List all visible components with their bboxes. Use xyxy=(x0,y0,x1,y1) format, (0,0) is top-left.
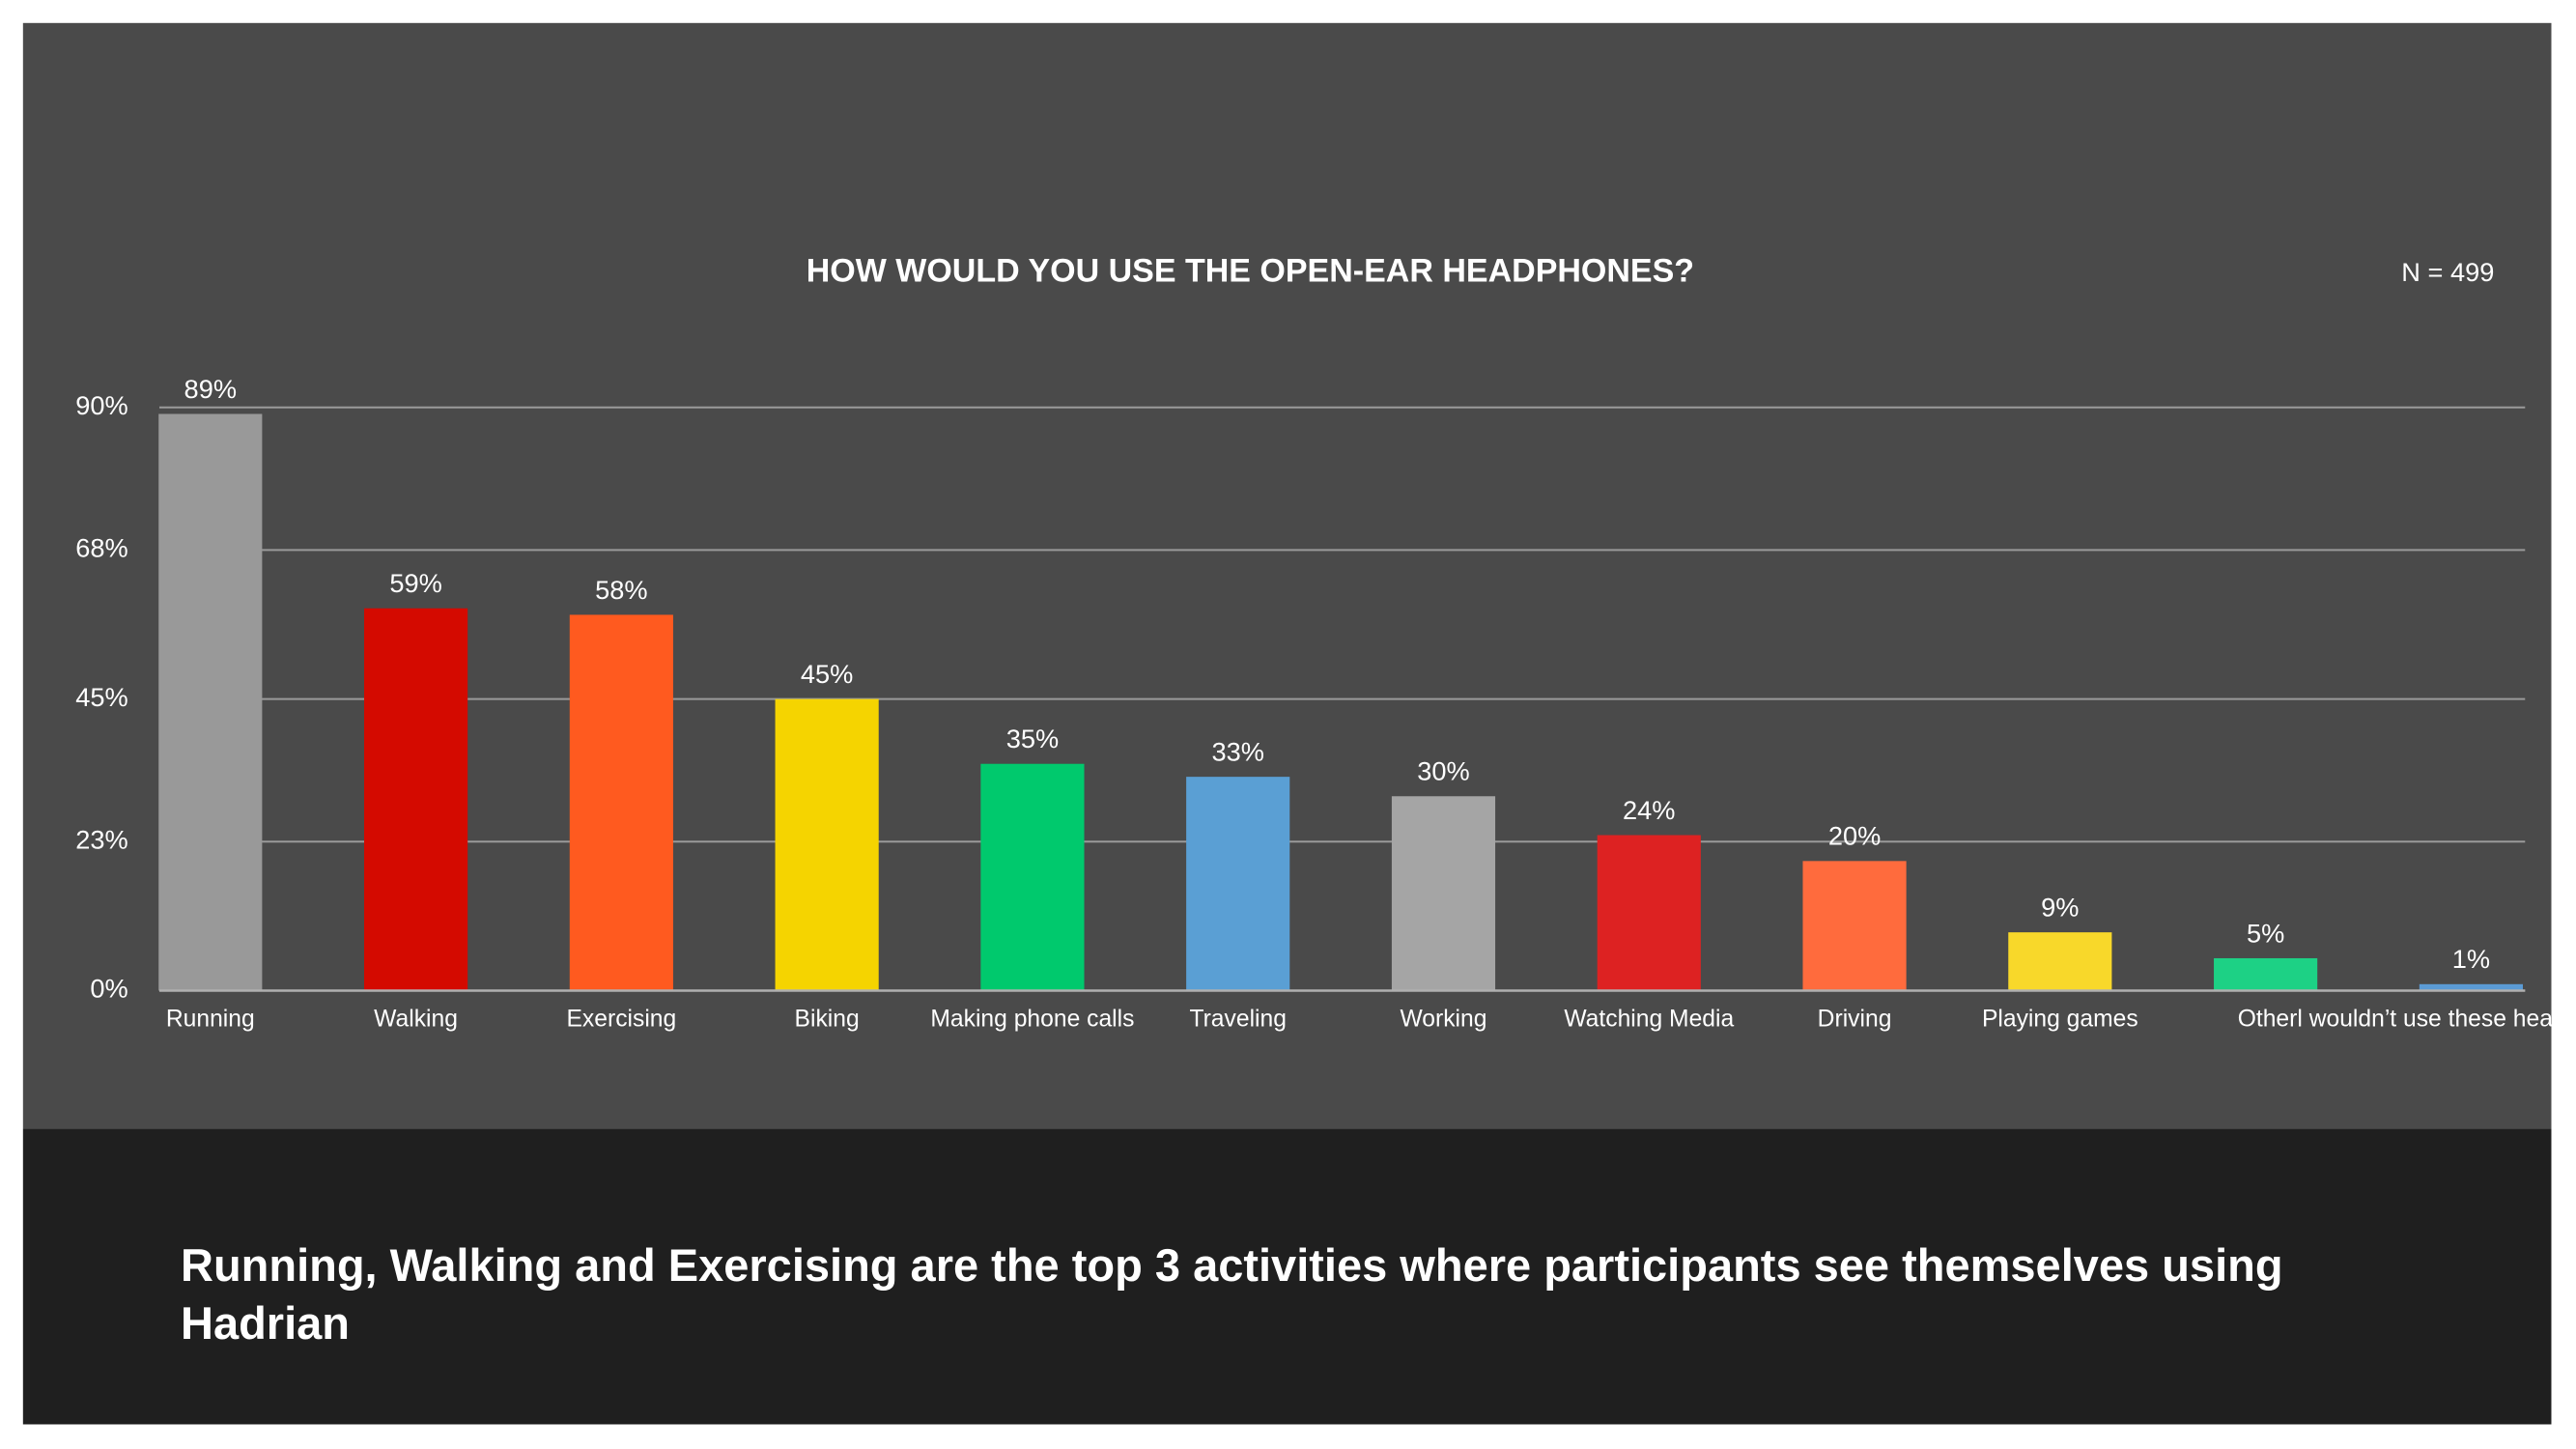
y-tick-label: 90% xyxy=(75,390,127,420)
value-label: 58% xyxy=(595,575,647,605)
x-tick-label: Working xyxy=(1400,1007,1486,1033)
bar xyxy=(2419,983,2523,991)
value-label: 59% xyxy=(389,568,441,598)
x-tick-label: Running xyxy=(166,1007,255,1033)
plot: 0% 23% 45% 68% 90% 89% Running 59% Walking 58% Exe… xyxy=(75,374,2554,1033)
x-tick-label: Playing games xyxy=(1982,1007,2138,1033)
caption: Running, Walking and Exercising are the … xyxy=(181,1239,2283,1349)
x-tick-label: Exercising xyxy=(566,1007,676,1033)
x-tick-label: Driving xyxy=(1818,1007,1892,1033)
caption-panel xyxy=(22,1128,2552,1425)
x-tick-label: Walking xyxy=(374,1007,458,1033)
x-tick-label: Traveling xyxy=(1189,1007,1287,1033)
bar xyxy=(2214,957,2318,991)
bar xyxy=(775,698,879,991)
x-tick-label: Otherl wouldn’t use these hea xyxy=(2238,1007,2554,1033)
bar xyxy=(1597,835,1701,991)
y-tick-label: 68% xyxy=(75,533,127,563)
annotation: N = 499 xyxy=(2401,257,2494,287)
x-tick-label: Making phone calls xyxy=(930,1007,1134,1033)
value-label: 35% xyxy=(1006,724,1059,753)
bar xyxy=(1391,796,1496,991)
value-label: 45% xyxy=(801,659,853,689)
value-label: 1% xyxy=(2452,944,2490,974)
bar xyxy=(364,608,468,991)
chart-title: HOW WOULD YOU USE THE OPEN-EAR HEADPHONE… xyxy=(807,252,1694,289)
value-label: 20% xyxy=(1828,821,1881,851)
bar xyxy=(1802,861,1907,991)
value-label: 5% xyxy=(2247,918,2284,948)
bar xyxy=(1186,777,1290,991)
y-tick-label: 0% xyxy=(90,974,127,1004)
value-label: 24% xyxy=(1623,795,1675,825)
bar xyxy=(2008,932,2112,991)
value-label: 9% xyxy=(2041,893,2079,923)
value-label: 89% xyxy=(184,374,237,404)
x-tick-label: Biking xyxy=(795,1007,860,1033)
x-tick-label: Watching Media xyxy=(1564,1007,1734,1033)
value-label: 30% xyxy=(1417,756,1469,786)
y-tick-label: 45% xyxy=(75,682,127,712)
y-tick-label: 23% xyxy=(75,824,127,854)
bar xyxy=(158,413,263,991)
bar xyxy=(569,614,673,991)
bar xyxy=(980,763,1085,991)
value-label: 33% xyxy=(1211,737,1263,767)
